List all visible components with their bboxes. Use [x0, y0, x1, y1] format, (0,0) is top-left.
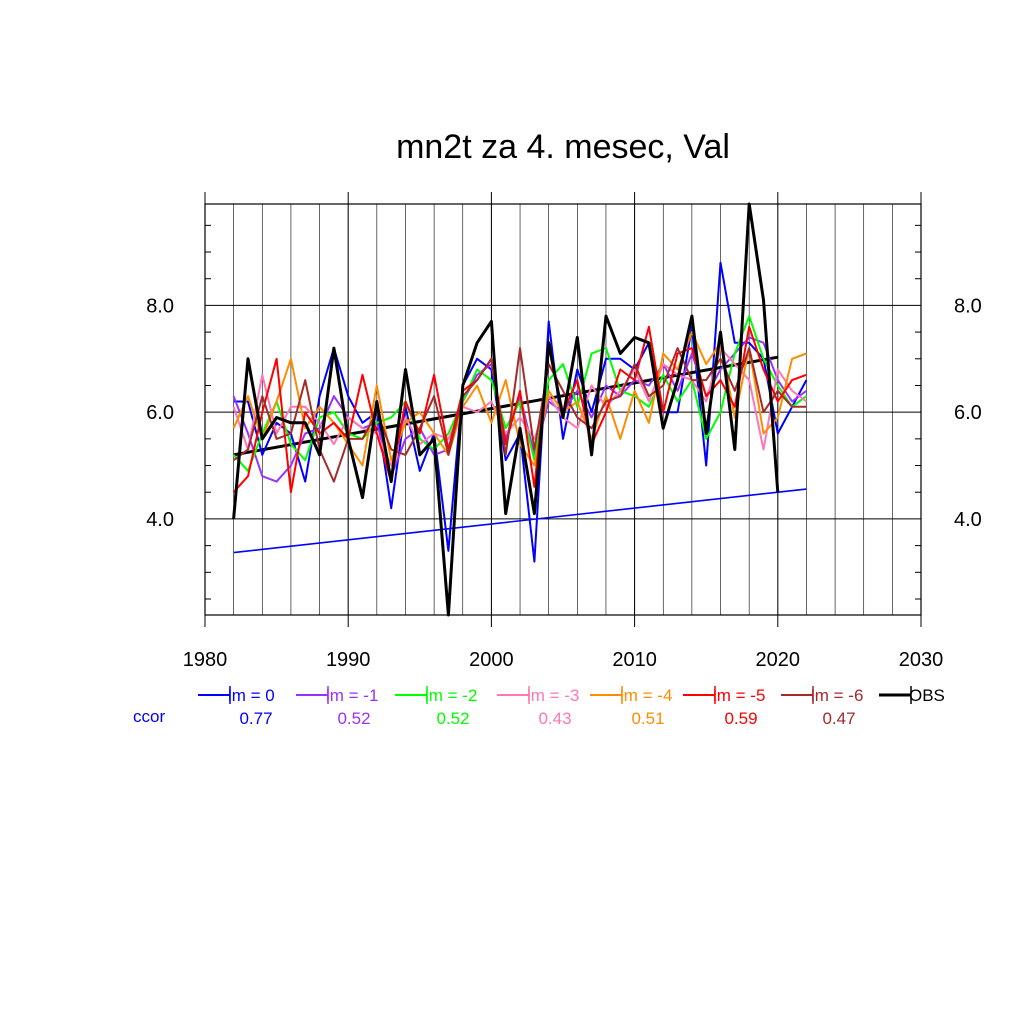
series-line-lm-2 — [232, 315, 807, 472]
trend-lines — [233, 355, 807, 554]
axis-ticks: 1980 1990 2000 2010 2020 2030 4.0 4.0 6.0 6.0 8.0 8… — [146, 224, 982, 671]
legend-label: lm = -2 — [425, 686, 477, 705]
series-line-lm-3 — [232, 347, 807, 467]
legend-label: OBS — [909, 686, 945, 705]
legend-label: lm = -1 — [326, 686, 378, 705]
legend-ccor-value: 0.52 — [337, 709, 370, 728]
trend-line — [233, 355, 779, 457]
legend-ccor-value: 0.47 — [822, 709, 855, 728]
legend-label: lm = -6 — [811, 686, 863, 705]
x-tick-label: 2030 — [899, 649, 944, 671]
ccor-label: ccor — [133, 707, 165, 726]
legend-ccor-value: 0.59 — [724, 709, 757, 728]
plot-frame — [204, 203, 922, 616]
legend: lm = 0 0.77 lm = -1 0.52 lm = -2 0.52 lm = -3 0… — [198, 686, 945, 728]
legend-label: lm = -5 — [713, 686, 765, 705]
chart-title: mn2t za 4. mesec, Val — [396, 128, 730, 166]
x-tick-label: 1980 — [183, 649, 228, 671]
y-tick-label-right: 8.0 — [954, 295, 982, 317]
series-group — [232, 202, 808, 617]
series-line-obs — [232, 202, 780, 617]
legend-ccor-value: 0.51 — [631, 709, 664, 728]
legend-label: lm = 0 — [228, 686, 275, 705]
y-tick-label-right: 4.0 — [954, 509, 982, 531]
x-tick-label: 1990 — [326, 649, 371, 671]
x-tick-label: 2020 — [756, 649, 801, 671]
x-tick-label: 2000 — [469, 649, 514, 671]
y-tick-label-left: 8.0 — [146, 295, 174, 317]
y-tick-label-left: 6.0 — [146, 402, 174, 424]
legend-label: lm = -3 — [527, 686, 579, 705]
trend-line — [233, 488, 807, 554]
legend-ccor-value: 0.43 — [538, 709, 571, 728]
legend-ccor-value: 0.52 — [436, 709, 469, 728]
legend-ccor-value: 0.77 — [239, 709, 272, 728]
legend-label: lm = -4 — [620, 686, 672, 705]
x-tick-label: 2010 — [612, 649, 657, 671]
series-line-lm-4 — [232, 331, 807, 467]
series-line-lm-6 — [233, 347, 807, 483]
y-tick-label-left: 4.0 — [146, 509, 174, 531]
y-tick-label-right: 6.0 — [954, 402, 982, 424]
